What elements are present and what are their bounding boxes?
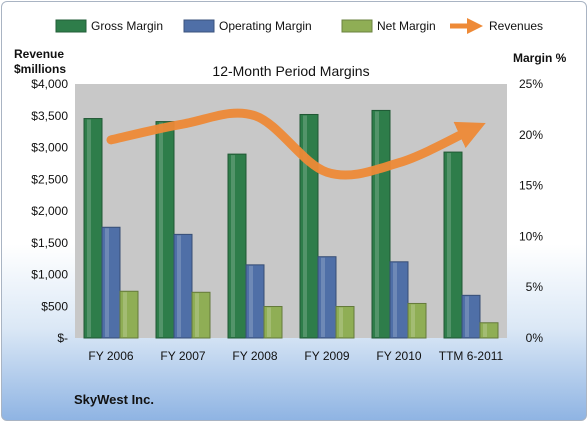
legend-label-gross-margin: Gross Margin: [91, 19, 163, 33]
left-tick-label: $4,000: [31, 77, 68, 91]
bar-highlight: [483, 323, 487, 337]
left-tick-label: $1,500: [31, 236, 68, 250]
bar-highlight: [105, 228, 109, 337]
left-tick-label: $500: [41, 299, 68, 313]
legend-swatch-operating-margin: [183, 19, 215, 33]
bar-highlight: [177, 235, 181, 337]
bar-gross-margin-fy-2009: [299, 113, 319, 339]
legend-swatch-gross-margin: [55, 19, 87, 33]
bar-net-margin-fy-2009: [335, 306, 355, 339]
bar-operating-margin-fy-2006: [101, 226, 121, 339]
left-tick-label: $2,000: [31, 204, 68, 218]
left-tick-label: $1,000: [31, 268, 68, 282]
chart-title: 12-Month Period Margins: [212, 63, 369, 79]
legend-swatch-net-margin: [341, 19, 373, 33]
bar-operating-margin-fy-2010: [389, 261, 409, 339]
bar-net-margin-fy-2010: [407, 302, 427, 339]
right-tick-label: 15%: [519, 179, 543, 193]
bar-gross-margin-fy-2006: [83, 118, 103, 339]
legend-label-revenues: Revenues: [489, 19, 543, 33]
bar-highlight: [267, 307, 271, 337]
category-label-fy-2010: FY 2010: [376, 349, 421, 363]
left-axis-title-line1: Revenue: [14, 47, 64, 61]
bar-highlight: [375, 111, 379, 337]
bar-gross-margin-fy-2010: [371, 109, 391, 339]
left-tick-label: $3,000: [31, 141, 68, 155]
right-tick-label: 5%: [526, 280, 544, 294]
bar-highlight: [303, 115, 307, 337]
legend-label-net-margin: Net Margin: [377, 19, 436, 33]
company-name: SkyWest Inc.: [74, 392, 154, 407]
bar-highlight: [411, 304, 415, 337]
bar-operating-margin-ttm-6-2011: [461, 294, 481, 339]
bar-net-margin-ttm-6-2011: [479, 322, 499, 339]
bar-gross-margin-ttm-6-2011: [443, 151, 463, 339]
revenue-line: [106, 108, 486, 180]
category-label-fy-2009: FY 2009: [304, 349, 349, 363]
bar-highlight: [465, 296, 469, 337]
bar-highlight: [123, 292, 127, 337]
bar-operating-margin-fy-2007: [173, 233, 193, 339]
bar-operating-margin-fy-2008: [245, 264, 265, 339]
bar-operating-margin-fy-2009: [317, 256, 337, 339]
bar-highlight: [195, 293, 199, 337]
right-tick-label: 25%: [519, 77, 543, 91]
bar-highlight: [231, 155, 235, 337]
right-tick-label: 10%: [519, 229, 543, 243]
bar-highlight: [393, 262, 397, 337]
plot-area: [75, 84, 507, 338]
left-tick-label: $-: [57, 331, 68, 345]
bar-highlight: [87, 119, 91, 337]
right-tick-label: 0%: [526, 331, 544, 345]
bar-layer: [83, 109, 499, 339]
legend-label-operating-margin: Operating Margin: [219, 19, 312, 33]
category-label-ttm-6-2011: TTM 6-2011: [439, 349, 504, 363]
bar-gross-margin-fy-2007: [155, 121, 175, 339]
legend: Gross Margin Operating Margin Net Margin…: [55, 17, 543, 34]
bar-net-margin-fy-2008: [263, 306, 283, 339]
bar-net-margin-fy-2006: [119, 290, 139, 339]
bar-net-margin-fy-2007: [191, 291, 211, 339]
category-label-fy-2006: FY 2006: [88, 349, 133, 363]
bar-highlight: [321, 257, 325, 337]
bar-highlight: [447, 153, 451, 337]
right-axis-ticks: 0% 5% 10% 15% 20% 25%: [519, 77, 543, 345]
left-axis-title-line2: $millions: [14, 62, 66, 76]
bar-highlight: [249, 265, 253, 337]
bar-gross-margin-fy-2008: [227, 153, 247, 339]
bar-highlight: [159, 122, 163, 337]
right-tick-label: 20%: [519, 128, 543, 142]
left-axis-ticks: $- $500 $1,000 $1,500 $2,000 $2,500 $3,000 $3,5…: [31, 77, 68, 345]
bar-highlight: [339, 307, 343, 337]
revenue-line-layer: [106, 108, 486, 180]
left-tick-label: $3,500: [31, 109, 68, 123]
category-labels: FY 2006 FY 2007 FY 2008 FY 2009 FY 2010 TTM 6…: [88, 349, 503, 363]
category-label-fy-2008: FY 2008: [232, 349, 277, 363]
category-label-fy-2007: FY 2007: [160, 349, 205, 363]
right-axis-title: Margin %: [513, 51, 567, 65]
left-tick-label: $2,500: [31, 172, 68, 186]
